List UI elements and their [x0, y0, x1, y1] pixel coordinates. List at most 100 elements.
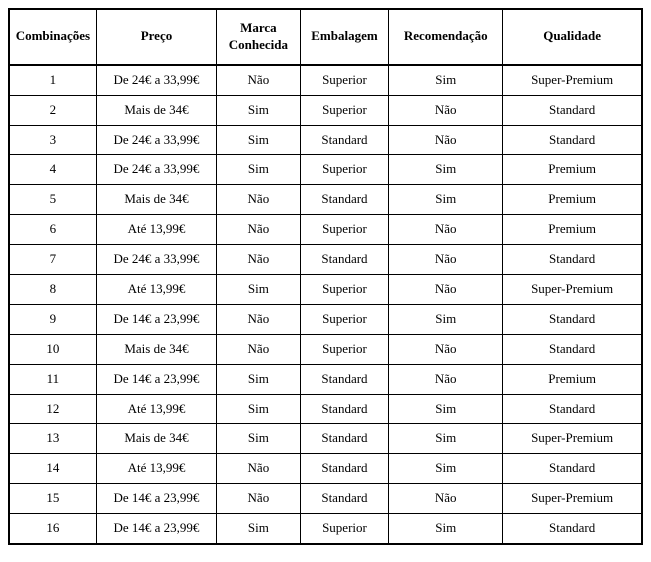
table-row: 3De 24€ a 33,99€SimStandardNãoStandard — [9, 125, 642, 155]
table-cell: Até 13,99€ — [96, 275, 216, 305]
table-cell: Não — [217, 185, 301, 215]
table-cell: Premium — [503, 155, 642, 185]
table-cell: Standard — [300, 125, 389, 155]
table-row: 2Mais de 34€SimSuperiorNãoStandard — [9, 95, 642, 125]
table-cell: Não — [389, 275, 503, 305]
table-row: 1De 24€ a 33,99€NãoSuperiorSimSuper-Prem… — [9, 65, 642, 95]
table-cell: Sim — [389, 454, 503, 484]
table-cell: De 24€ a 33,99€ — [96, 125, 216, 155]
table-cell: Mais de 34€ — [96, 334, 216, 364]
table-cell: Sim — [389, 394, 503, 424]
table-cell: 10 — [9, 334, 96, 364]
table-cell: Standard — [503, 95, 642, 125]
table-cell: Sim — [217, 394, 301, 424]
table-cell: Super-Premium — [503, 275, 642, 305]
table-cell: Superior — [300, 65, 389, 95]
table-cell: Standard — [503, 334, 642, 364]
table-header: Combinações Preço Marca Conhecida Embala… — [9, 9, 642, 65]
table-cell: Até 13,99€ — [96, 394, 216, 424]
table-cell: De 14€ a 23,99€ — [96, 304, 216, 334]
table-cell: 4 — [9, 155, 96, 185]
table-cell: 15 — [9, 484, 96, 514]
table-cell: Superior — [300, 155, 389, 185]
table-row: 14Até 13,99€NãoStandardSimStandard — [9, 454, 642, 484]
table-cell: Não — [389, 245, 503, 275]
table-cell: Não — [217, 215, 301, 245]
table-cell: De 14€ a 23,99€ — [96, 364, 216, 394]
table-cell: Sim — [217, 275, 301, 305]
table-cell: Premium — [503, 185, 642, 215]
table-cell: Superior — [300, 275, 389, 305]
table-cell: 5 — [9, 185, 96, 215]
table-cell: Sim — [389, 304, 503, 334]
col-marca-conhecida: Marca Conhecida — [217, 9, 301, 65]
col-combinacoes: Combinações — [9, 9, 96, 65]
col-preco: Preço — [96, 9, 216, 65]
table-cell: Sim — [389, 424, 503, 454]
table-cell: Standard — [503, 514, 642, 544]
header-row: Combinações Preço Marca Conhecida Embala… — [9, 9, 642, 65]
table-row: 15De 14€ a 23,99€NãoStandardNãoSuper-Pre… — [9, 484, 642, 514]
table-cell: Standard — [300, 424, 389, 454]
table-cell: De 24€ a 33,99€ — [96, 245, 216, 275]
table-cell: 1 — [9, 65, 96, 95]
table-cell: Não — [389, 334, 503, 364]
table-row: 12Até 13,99€SimStandardSimStandard — [9, 394, 642, 424]
table-cell: Não — [389, 125, 503, 155]
table-cell: Não — [389, 215, 503, 245]
table-cell: 8 — [9, 275, 96, 305]
col-qualidade: Qualidade — [503, 9, 642, 65]
table-cell: De 24€ a 33,99€ — [96, 155, 216, 185]
table-cell: Não — [217, 65, 301, 95]
table-cell: Standard — [300, 245, 389, 275]
table-cell: Standard — [503, 245, 642, 275]
table-cell: 7 — [9, 245, 96, 275]
table-cell: Até 13,99€ — [96, 215, 216, 245]
combinations-table: Combinações Preço Marca Conhecida Embala… — [8, 8, 643, 545]
table-row: 8Até 13,99€SimSuperiorNãoSuper-Premium — [9, 275, 642, 305]
table-row: 5Mais de 34€NãoStandardSimPremium — [9, 185, 642, 215]
table-cell: Premium — [503, 364, 642, 394]
table-row: 13Mais de 34€SimStandardSimSuper-Premium — [9, 424, 642, 454]
table-cell: 3 — [9, 125, 96, 155]
table-cell: Super-Premium — [503, 484, 642, 514]
table-cell: Standard — [503, 454, 642, 484]
table-cell: Super-Premium — [503, 424, 642, 454]
table-cell: Superior — [300, 334, 389, 364]
table-cell: Não — [217, 304, 301, 334]
table-row: 11De 14€ a 23,99€SimStandardNãoPremium — [9, 364, 642, 394]
table-row: 7De 24€ a 33,99€NãoStandardNãoStandard — [9, 245, 642, 275]
table-cell: Standard — [300, 185, 389, 215]
table-cell: Standard — [300, 484, 389, 514]
table-row: 16De 14€ a 23,99€SimSuperiorSimStandard — [9, 514, 642, 544]
table-cell: Standard — [503, 125, 642, 155]
col-recomendacao: Recomendação — [389, 9, 503, 65]
table-body: 1De 24€ a 33,99€NãoSuperiorSimSuper-Prem… — [9, 65, 642, 544]
table-cell: De 14€ a 23,99€ — [96, 514, 216, 544]
table-cell: Não — [389, 364, 503, 394]
table-cell: Premium — [503, 215, 642, 245]
table-cell: 6 — [9, 215, 96, 245]
table-cell: Super-Premium — [503, 65, 642, 95]
table-cell: Standard — [300, 454, 389, 484]
table-row: 6Até 13,99€NãoSuperiorNãoPremium — [9, 215, 642, 245]
table-cell: Superior — [300, 514, 389, 544]
table-cell: Sim — [217, 364, 301, 394]
col-embalagem: Embalagem — [300, 9, 389, 65]
table-cell: Sim — [217, 424, 301, 454]
table-cell: Superior — [300, 95, 389, 125]
table-cell: 11 — [9, 364, 96, 394]
table-cell: Não — [389, 484, 503, 514]
table-cell: Superior — [300, 215, 389, 245]
table-cell: Sim — [389, 155, 503, 185]
table-cell: 13 — [9, 424, 96, 454]
table-cell: Sim — [217, 125, 301, 155]
table-cell: De 14€ a 23,99€ — [96, 484, 216, 514]
table-cell: Sim — [217, 514, 301, 544]
table-cell: Sim — [217, 155, 301, 185]
table-row: 9De 14€ a 23,99€NãoSuperiorSimStandard — [9, 304, 642, 334]
table-cell: Mais de 34€ — [96, 424, 216, 454]
table-cell: Mais de 34€ — [96, 185, 216, 215]
table-cell: Superior — [300, 304, 389, 334]
table-cell: Standard — [300, 364, 389, 394]
